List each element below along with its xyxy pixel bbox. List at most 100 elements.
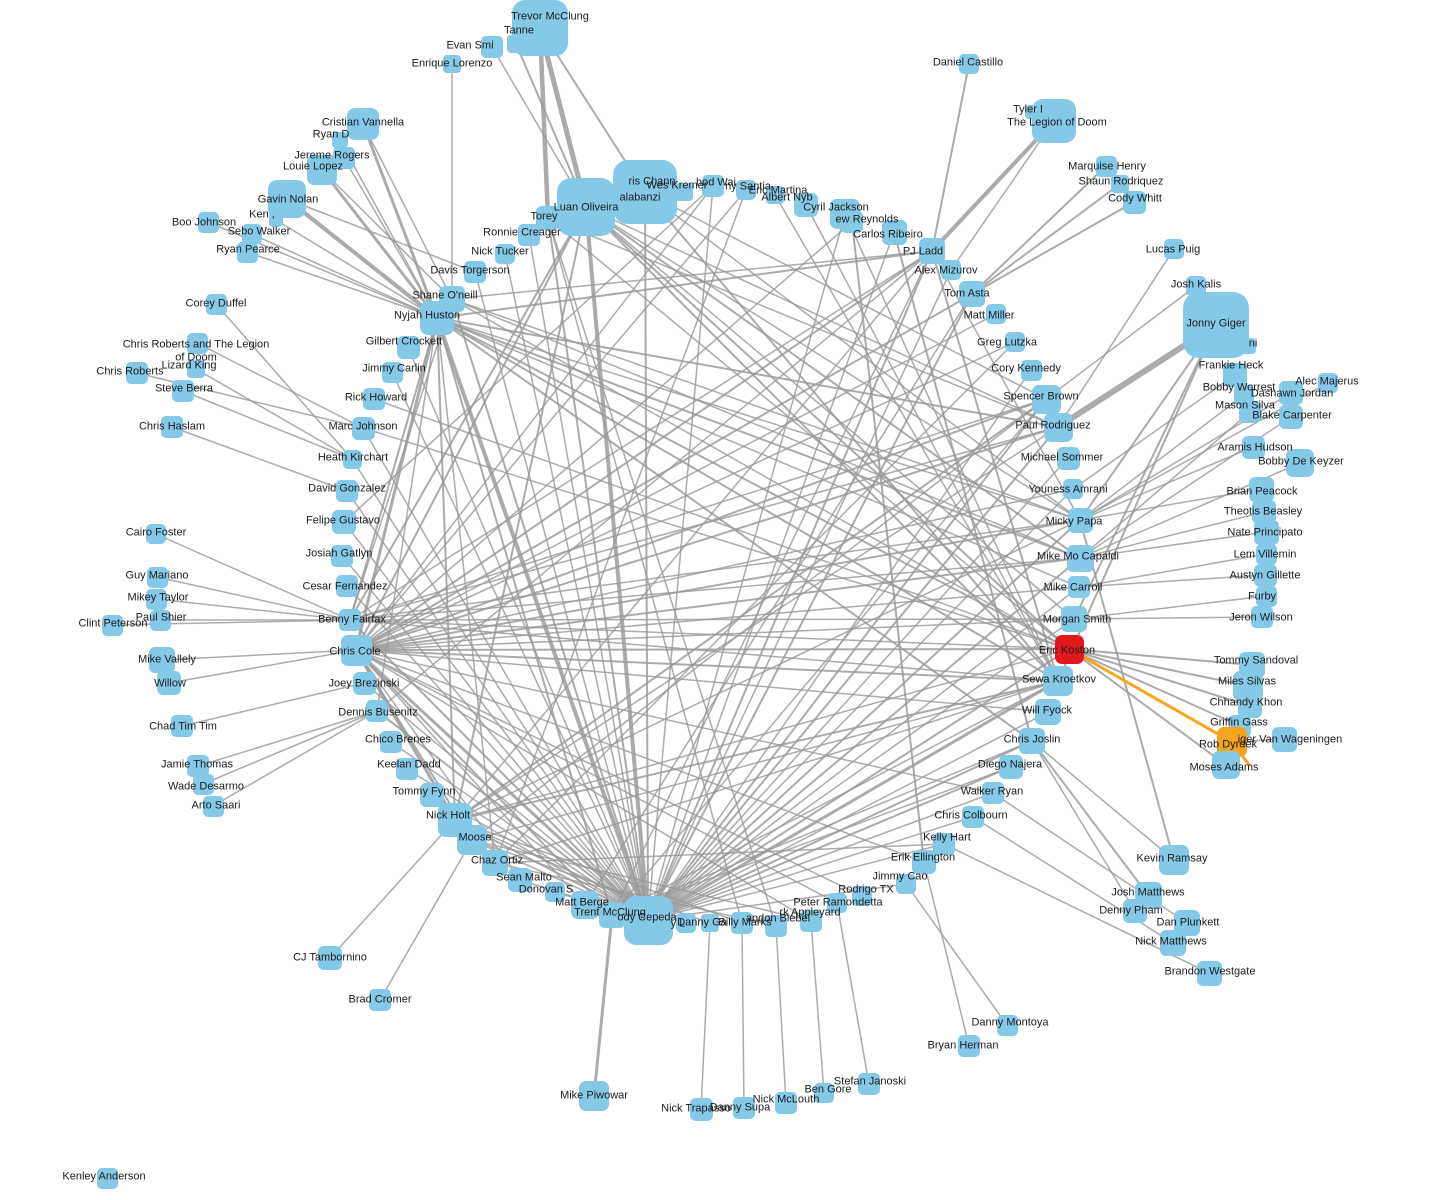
- node-sebo-walker[interactable]: [242, 224, 262, 244]
- node-erik-ellington[interactable]: [912, 850, 936, 874]
- node-wade-desarmo[interactable]: [192, 773, 214, 795]
- node-shaun-rodriquez[interactable]: [1111, 175, 1129, 193]
- node-blake-carpenter[interactable]: [1279, 405, 1303, 429]
- node-louie-lopez[interactable]: [307, 155, 337, 185]
- node-luan-oliveira[interactable]: [557, 178, 615, 236]
- node-davis-torgerson[interactable]: [464, 261, 486, 283]
- node-moses-adams[interactable]: [1212, 751, 1240, 779]
- node-alec-majerus[interactable]: [1318, 373, 1338, 393]
- node-chico-brenes[interactable]: [380, 731, 402, 753]
- node-evan-smith[interactable]: [481, 36, 503, 58]
- node-josiah-gatlyn[interactable]: [331, 545, 353, 567]
- node-van-wageningen[interactable]: [1271, 726, 1297, 752]
- node-walker-ryan[interactable]: [982, 782, 1004, 804]
- node-youness-amrani[interactable]: [1063, 479, 1083, 499]
- node-manny-santiago[interactable]: [736, 180, 756, 200]
- node-mason-silva[interactable]: [1239, 401, 1261, 423]
- node-cody-whitt[interactable]: [1122, 190, 1146, 214]
- node-nick-matthews[interactable]: [1160, 930, 1186, 956]
- node-dennis-busenitz[interactable]: [366, 700, 388, 722]
- node-bobby-worrest[interactable]: [1234, 385, 1254, 405]
- node-e-martina[interactable]: [766, 186, 784, 204]
- node-aramis-hudson[interactable]: [1241, 435, 1265, 459]
- node-furby[interactable]: [1255, 585, 1277, 607]
- node-albert-nyb[interactable]: [794, 193, 818, 217]
- node-will-fyock[interactable]: [1035, 699, 1061, 725]
- node-spencer-brown[interactable]: [1031, 384, 1061, 414]
- node-denny-pham[interactable]: [1123, 899, 1147, 923]
- node-gilbert-crockett[interactable]: [396, 335, 420, 359]
- node-billy-marks[interactable]: [731, 912, 753, 934]
- node-danny-ga[interactable]: [701, 914, 719, 932]
- node-tommy-fynn[interactable]: [420, 783, 444, 807]
- node-benny-fairfax[interactable]: [339, 609, 361, 631]
- node-danny-montoya[interactable]: [996, 1014, 1018, 1036]
- node-paul-shier[interactable]: [149, 609, 171, 631]
- node-gavin-nolan[interactable]: [268, 180, 306, 218]
- node-frankie-heck[interactable]: [1223, 363, 1247, 387]
- node-carlos-ribeiro[interactable]: [881, 219, 907, 245]
- node-jimmy-cao[interactable]: [896, 874, 916, 894]
- node-ken[interactable]: [269, 213, 283, 227]
- node-brandon-biebel[interactable]: [765, 915, 787, 937]
- node-joey-brezinski[interactable]: [352, 671, 376, 695]
- node-jamie-thomas[interactable]: [187, 755, 209, 777]
- node-dashawn-jordan[interactable]: [1279, 381, 1303, 405]
- node-greg-lutzka[interactable]: [1005, 332, 1025, 352]
- node-clint-peterson[interactable]: [101, 614, 123, 636]
- node-mike-mo-capaldi[interactable]: [1066, 544, 1094, 572]
- node-chris-haslam[interactable]: [161, 416, 183, 438]
- node-heath-kirchart[interactable]: [342, 449, 362, 469]
- node-cristian-vannella[interactable]: [347, 108, 379, 140]
- node-rodrigo-tx[interactable]: [852, 886, 872, 906]
- node-nick-holt[interactable]: [438, 803, 472, 837]
- node-paul-rodriguez[interactable]: [1043, 412, 1073, 442]
- node-steve-berra[interactable]: [172, 380, 194, 402]
- node-josh-kalis[interactable]: [1186, 276, 1206, 296]
- node-willow[interactable]: [157, 671, 181, 695]
- node-peter-ramondetta[interactable]: [827, 893, 847, 913]
- node-chhandy-khon[interactable]: [1238, 694, 1262, 718]
- node-ryan-d[interactable]: [332, 132, 348, 148]
- node-legion-of-doom[interactable]: [1032, 99, 1076, 143]
- node-jeron-wilson[interactable]: [1251, 606, 1273, 628]
- node-keelan-dadd[interactable]: [396, 758, 418, 780]
- node-chris-colbourn[interactable]: [962, 806, 984, 828]
- node-chad-tim-tim[interactable]: [171, 715, 193, 737]
- node-nick-mclouth[interactable]: [775, 1092, 797, 1114]
- node-marquise-henry[interactable]: [1095, 155, 1117, 177]
- node-bobby-de-keyzer[interactable]: [1286, 449, 1314, 477]
- node-brad-cromer[interactable]: [369, 989, 391, 1011]
- node-cairo-foster[interactable]: [146, 524, 166, 544]
- node-y-l[interactable]: [676, 913, 696, 933]
- node-eric-koston[interactable]: [1054, 634, 1084, 664]
- node-ronnie-creager[interactable]: [518, 224, 540, 246]
- node-sean-malto[interactable]: [508, 868, 532, 892]
- node-david-gonzalez[interactable]: [336, 480, 358, 502]
- node-pj-ladd[interactable]: [919, 238, 945, 264]
- node-jimmy-carlin[interactable]: [381, 361, 403, 383]
- node-alex-mizurov[interactable]: [941, 260, 961, 280]
- node-chaz-ortiz[interactable]: [482, 850, 508, 876]
- node-daniel-castillo[interactable]: [959, 54, 979, 74]
- node-nate-principato[interactable]: [1253, 519, 1279, 545]
- node-jereme-rogers[interactable]: [333, 147, 355, 169]
- node-sewa-kroetkov[interactable]: [1043, 666, 1073, 696]
- node-mike-piwowar[interactable]: [579, 1081, 609, 1111]
- node-guy-mariano[interactable]: [146, 566, 168, 588]
- node-corey-duffel[interactable]: [205, 293, 227, 315]
- node-chris-cole[interactable]: [340, 634, 372, 666]
- node-mark-appleyard[interactable]: [800, 910, 822, 932]
- node-diego-najera[interactable]: [999, 755, 1023, 779]
- node-ben-gore[interactable]: [814, 1083, 834, 1103]
- node-bryan-herman[interactable]: [958, 1035, 980, 1057]
- node-nick-tucker[interactable]: [495, 244, 515, 264]
- node-micky-papa[interactable]: [1067, 507, 1093, 533]
- node-cody-cepeda[interactable]: [623, 895, 673, 945]
- node-kenley-anderson[interactable]: [96, 1167, 118, 1189]
- node-rick-howard[interactable]: [363, 388, 385, 410]
- node-chris-chann[interactable]: [613, 160, 677, 224]
- node-stefan-janoski[interactable]: [858, 1073, 880, 1095]
- node-matt-miller[interactable]: [986, 304, 1006, 324]
